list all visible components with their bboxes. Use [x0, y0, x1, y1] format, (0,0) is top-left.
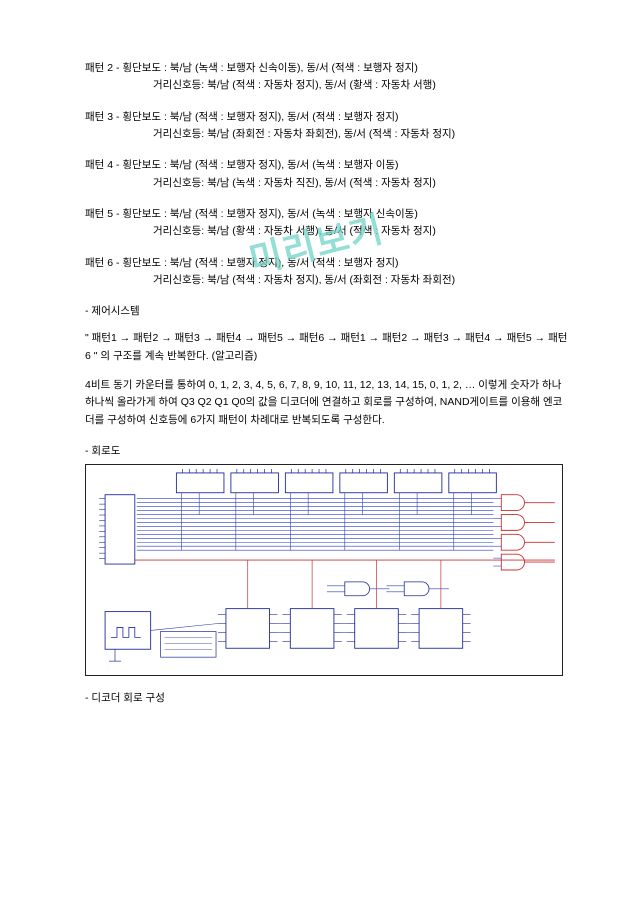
patterns-list: 패턴 2 - 횡단보도 : 북/남 (녹색 : 보행자 신속이동), 동/서 (…	[85, 60, 570, 289]
pattern-line-1: 패턴 2 - 횡단보도 : 북/남 (녹색 : 보행자 신속이동), 동/서 (…	[85, 60, 570, 77]
pattern-line-1: 패턴 3 - 횡단보도 : 북/남 (적색 : 보행자 정지), 동/서 (적색…	[85, 109, 570, 126]
circuit-diagram-heading: - 회로도	[85, 443, 570, 460]
pattern-block: 패턴 3 - 횡단보도 : 북/남 (적색 : 보행자 정지), 동/서 (적색…	[85, 109, 570, 144]
pattern-line-2: 거리신호등: 북/남 (적색 : 자동차 정지), 동/서 (좌회전 : 자동차…	[85, 272, 570, 289]
pattern-line-1: 패턴 4 - 횡단보도 : 북/남 (적색 : 보행자 정지), 동/서 (녹색…	[85, 157, 570, 174]
pattern-block: 패턴 2 - 횡단보도 : 북/남 (녹색 : 보행자 신속이동), 동/서 (…	[85, 60, 570, 95]
pattern-block: 패턴 6 - 횡단보도 : 북/남 (적색 : 보행자 정지), 동/서 (적색…	[85, 255, 570, 290]
pattern-block: 패턴 4 - 횡단보도 : 북/남 (적색 : 보행자 정지), 동/서 (녹색…	[85, 157, 570, 192]
control-system-heading: - 제어시스템	[85, 303, 570, 320]
pattern-line-2: 거리신호등: 북/남 (적색 : 자동차 정지), 동/서 (황색 : 자동차 …	[85, 77, 570, 94]
pattern-line-1: 패턴 5 - 횡단보도 : 북/남 (적색 : 보행자 정지), 동/서 (녹색…	[85, 206, 570, 223]
pattern-line-1: 패턴 6 - 횡단보도 : 북/남 (적색 : 보행자 정지), 동/서 (적색…	[85, 255, 570, 272]
pattern-block: 패턴 5 - 횡단보도 : 북/남 (적색 : 보행자 정지), 동/서 (녹색…	[85, 206, 570, 241]
algorithm-paragraph: " 패턴1 → 패턴2 → 패턴3 → 패턴4 → 패턴5 → 패턴6 → 패턴…	[85, 330, 570, 365]
pattern-line-2: 거리신호등: 북/남 (녹색 : 자동차 직진), 동/서 (적색 : 자동차 …	[85, 175, 570, 192]
pattern-line-2: 거리신호등: 북/남 (좌회전 : 자동차 좌회전), 동/서 (적색 : 자동…	[85, 126, 570, 143]
circuit-svg	[86, 465, 562, 675]
decoder-heading: - 디코더 회로 구성	[85, 690, 570, 707]
pattern-line-2: 거리신호등: 북/남 (황색 : 자동차 서행), 동/서 (적색 : 자동차 …	[85, 223, 570, 240]
counter-paragraph: 4비트 동기 카운터를 통하여 0, 1, 2, 3, 4, 5, 6, 7, …	[85, 377, 570, 429]
circuit-diagram	[85, 464, 563, 676]
